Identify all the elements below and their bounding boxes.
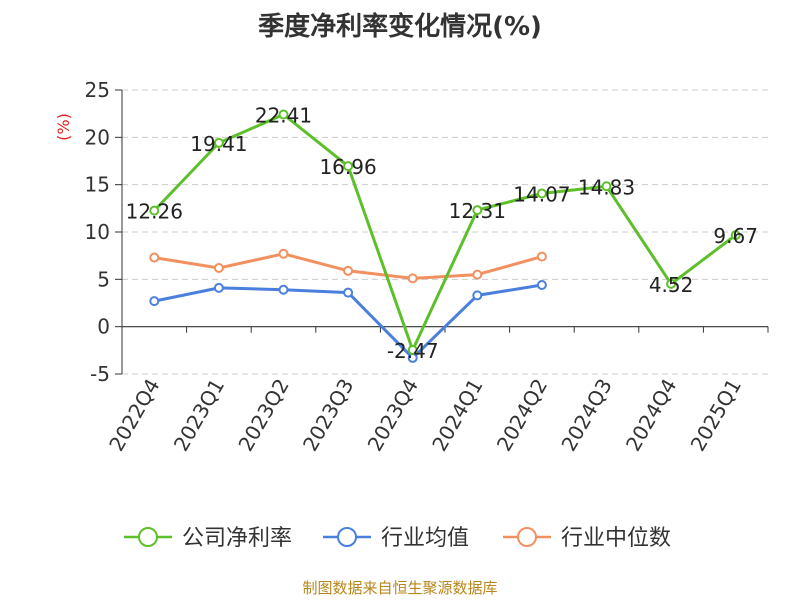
data-point xyxy=(278,284,289,295)
y-tick-label: -5 xyxy=(90,362,110,386)
data-point xyxy=(536,280,547,291)
data-point xyxy=(278,109,289,120)
data-point xyxy=(278,248,289,259)
series-lines xyxy=(149,109,741,363)
y-tick-label: 10 xyxy=(85,220,110,244)
legend-swatch-marker xyxy=(517,527,537,547)
legend-swatch-marker xyxy=(337,527,357,547)
legend-label: 行业均值 xyxy=(381,526,469,551)
data-point xyxy=(730,230,741,241)
data-label: 16.96 xyxy=(319,155,376,179)
legend-label: 行业中位数 xyxy=(561,526,671,551)
y-tick-label: 25 xyxy=(85,78,110,102)
y-tick-label: 20 xyxy=(85,125,110,149)
x-tick-label: 2023Q2 xyxy=(233,375,293,456)
data-point xyxy=(343,161,354,172)
data-point xyxy=(343,265,354,276)
data-label: 12.26 xyxy=(126,200,183,224)
data-label: 12.31 xyxy=(449,199,506,223)
data-point xyxy=(149,252,160,263)
data-label: 19.41 xyxy=(190,132,247,156)
data-point xyxy=(601,181,612,192)
data-point xyxy=(343,287,354,298)
x-tick-label: 2024Q2 xyxy=(492,375,552,456)
y-axis-label: (%) xyxy=(54,113,73,141)
x-tick-label: 2023Q4 xyxy=(363,375,423,456)
data-labels: 12.26 19.41 22.41 16.96 -2.47 12.31 14.07 14.83… xyxy=(126,104,758,364)
data-point xyxy=(149,205,160,216)
data-source-note: 制图数据来自恒生聚源数据库 xyxy=(302,579,498,597)
data-label: 14.07 xyxy=(513,182,570,206)
data-point xyxy=(213,262,224,273)
x-tick-label: 2025Q1 xyxy=(686,375,746,456)
data-label: 9.67 xyxy=(713,224,758,248)
data-point xyxy=(149,296,160,307)
x-tick-label: 2024Q1 xyxy=(427,375,487,456)
data-point xyxy=(666,278,677,289)
data-point xyxy=(407,345,418,356)
data-point xyxy=(536,188,547,199)
y-tick-label: 15 xyxy=(85,173,110,197)
series-line xyxy=(153,113,737,352)
data-point xyxy=(536,251,547,262)
x-tick-label: 2024Q4 xyxy=(621,375,681,456)
y-tick-label: 5 xyxy=(97,267,110,291)
legend-label: 公司净利率 xyxy=(182,526,292,551)
x-tick-label: 2022Q4 xyxy=(104,375,164,456)
x-tick-label: 2023Q3 xyxy=(298,375,358,456)
data-label: -2.47 xyxy=(387,339,439,363)
data-label: 22.41 xyxy=(255,104,312,128)
x-tick-label: 2023Q1 xyxy=(169,375,229,456)
chart-title: 季度净利率变化情况(%) xyxy=(258,12,542,42)
legend-swatch-marker xyxy=(138,527,158,547)
data-label: 4.52 xyxy=(649,273,694,297)
data-point xyxy=(213,137,224,148)
legend: 公司净利率 行业均值 行业中位数 xyxy=(124,526,671,551)
data-point xyxy=(472,205,483,216)
data-point xyxy=(472,269,483,280)
x-tick-label: 2024Q3 xyxy=(556,375,616,456)
data-label: 14.83 xyxy=(578,175,635,199)
data-point xyxy=(472,290,483,301)
y-tick-label: 0 xyxy=(97,315,110,339)
data-point xyxy=(213,282,224,293)
data-point xyxy=(407,273,418,284)
